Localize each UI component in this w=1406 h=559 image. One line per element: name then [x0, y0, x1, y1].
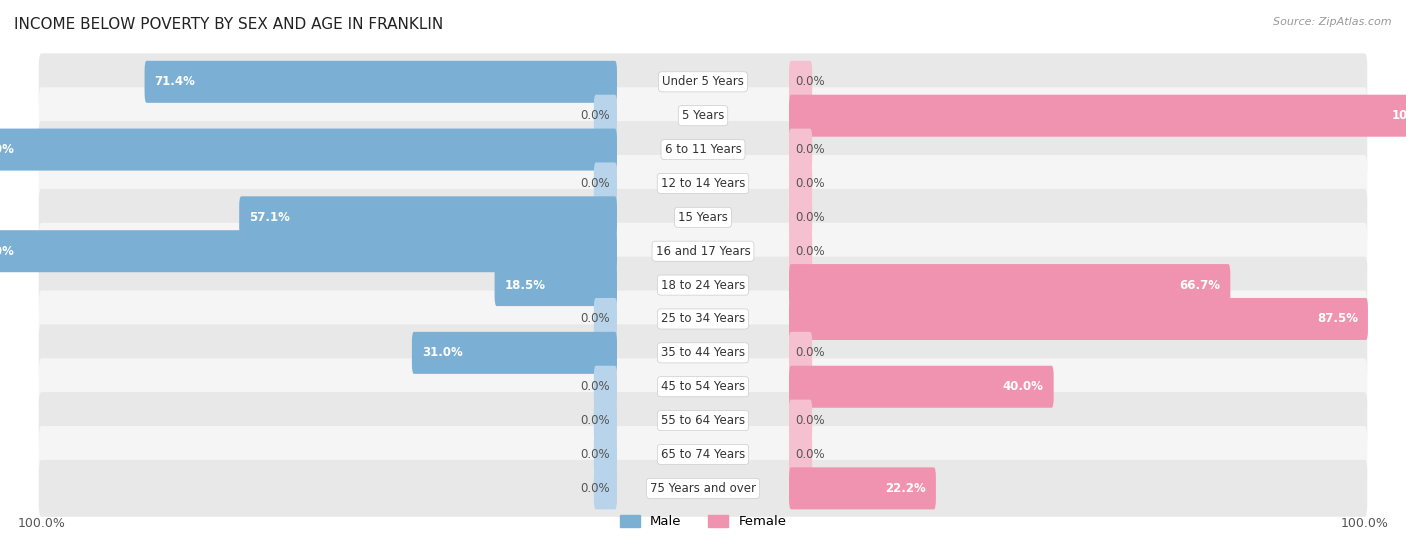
- FancyBboxPatch shape: [789, 467, 936, 509]
- FancyBboxPatch shape: [593, 366, 617, 408]
- Text: 57.1%: 57.1%: [249, 211, 290, 224]
- FancyBboxPatch shape: [39, 222, 1367, 280]
- Text: 0.0%: 0.0%: [581, 109, 610, 122]
- Text: 0.0%: 0.0%: [796, 245, 825, 258]
- Text: 31.0%: 31.0%: [422, 347, 463, 359]
- Text: 25 to 34 Years: 25 to 34 Years: [661, 312, 745, 325]
- FancyBboxPatch shape: [789, 433, 813, 476]
- Text: 0.0%: 0.0%: [581, 448, 610, 461]
- FancyBboxPatch shape: [39, 291, 1367, 348]
- FancyBboxPatch shape: [39, 392, 1367, 449]
- FancyBboxPatch shape: [495, 264, 617, 306]
- Text: 40.0%: 40.0%: [1002, 380, 1043, 393]
- FancyBboxPatch shape: [789, 400, 813, 442]
- Text: 12 to 14 Years: 12 to 14 Years: [661, 177, 745, 190]
- FancyBboxPatch shape: [0, 129, 617, 170]
- Text: 55 to 64 Years: 55 to 64 Years: [661, 414, 745, 427]
- Text: 75 Years and over: 75 Years and over: [650, 482, 756, 495]
- FancyBboxPatch shape: [593, 467, 617, 509]
- FancyBboxPatch shape: [789, 332, 813, 374]
- FancyBboxPatch shape: [39, 87, 1367, 144]
- FancyBboxPatch shape: [239, 196, 617, 238]
- FancyBboxPatch shape: [593, 400, 617, 442]
- Legend: Male, Female: Male, Female: [614, 509, 792, 533]
- Text: Source: ZipAtlas.com: Source: ZipAtlas.com: [1274, 17, 1392, 27]
- FancyBboxPatch shape: [789, 129, 813, 170]
- FancyBboxPatch shape: [789, 298, 1368, 340]
- Text: 0.0%: 0.0%: [796, 347, 825, 359]
- Text: INCOME BELOW POVERTY BY SEX AND AGE IN FRANKLIN: INCOME BELOW POVERTY BY SEX AND AGE IN F…: [14, 17, 443, 32]
- FancyBboxPatch shape: [39, 460, 1367, 517]
- FancyBboxPatch shape: [39, 358, 1367, 415]
- FancyBboxPatch shape: [789, 94, 1406, 137]
- Text: 22.2%: 22.2%: [886, 482, 927, 495]
- FancyBboxPatch shape: [39, 53, 1367, 110]
- Text: 0.0%: 0.0%: [796, 75, 825, 88]
- Text: 100.0%: 100.0%: [0, 245, 14, 258]
- Text: 0.0%: 0.0%: [796, 414, 825, 427]
- Text: Under 5 Years: Under 5 Years: [662, 75, 744, 88]
- Text: 0.0%: 0.0%: [581, 380, 610, 393]
- Text: 0.0%: 0.0%: [796, 177, 825, 190]
- FancyBboxPatch shape: [789, 61, 813, 103]
- FancyBboxPatch shape: [39, 257, 1367, 314]
- Text: 100.0%: 100.0%: [1392, 109, 1406, 122]
- Text: 18.5%: 18.5%: [505, 278, 546, 292]
- Text: 0.0%: 0.0%: [581, 482, 610, 495]
- FancyBboxPatch shape: [593, 298, 617, 340]
- Text: 0.0%: 0.0%: [581, 414, 610, 427]
- FancyBboxPatch shape: [789, 163, 813, 205]
- FancyBboxPatch shape: [593, 94, 617, 137]
- Text: 0.0%: 0.0%: [581, 177, 610, 190]
- FancyBboxPatch shape: [39, 121, 1367, 178]
- Text: 35 to 44 Years: 35 to 44 Years: [661, 347, 745, 359]
- FancyBboxPatch shape: [39, 324, 1367, 381]
- FancyBboxPatch shape: [789, 264, 1230, 306]
- Text: 45 to 54 Years: 45 to 54 Years: [661, 380, 745, 393]
- FancyBboxPatch shape: [593, 433, 617, 476]
- Text: 6 to 11 Years: 6 to 11 Years: [665, 143, 741, 156]
- Text: 65 to 74 Years: 65 to 74 Years: [661, 448, 745, 461]
- Text: 66.7%: 66.7%: [1180, 278, 1220, 292]
- Text: 71.4%: 71.4%: [155, 75, 195, 88]
- FancyBboxPatch shape: [593, 163, 617, 205]
- FancyBboxPatch shape: [39, 426, 1367, 483]
- Text: 87.5%: 87.5%: [1317, 312, 1358, 325]
- Text: 15 Years: 15 Years: [678, 211, 728, 224]
- Text: 0.0%: 0.0%: [796, 448, 825, 461]
- Text: 0.0%: 0.0%: [581, 312, 610, 325]
- FancyBboxPatch shape: [39, 189, 1367, 246]
- FancyBboxPatch shape: [0, 230, 617, 272]
- FancyBboxPatch shape: [789, 196, 813, 238]
- FancyBboxPatch shape: [39, 155, 1367, 212]
- Text: 5 Years: 5 Years: [682, 109, 724, 122]
- Text: 18 to 24 Years: 18 to 24 Years: [661, 278, 745, 292]
- Text: 100.0%: 100.0%: [0, 143, 14, 156]
- FancyBboxPatch shape: [789, 230, 813, 272]
- FancyBboxPatch shape: [789, 366, 1053, 408]
- FancyBboxPatch shape: [412, 332, 617, 374]
- Text: 0.0%: 0.0%: [796, 211, 825, 224]
- FancyBboxPatch shape: [145, 61, 617, 103]
- Text: 0.0%: 0.0%: [796, 143, 825, 156]
- Text: 16 and 17 Years: 16 and 17 Years: [655, 245, 751, 258]
